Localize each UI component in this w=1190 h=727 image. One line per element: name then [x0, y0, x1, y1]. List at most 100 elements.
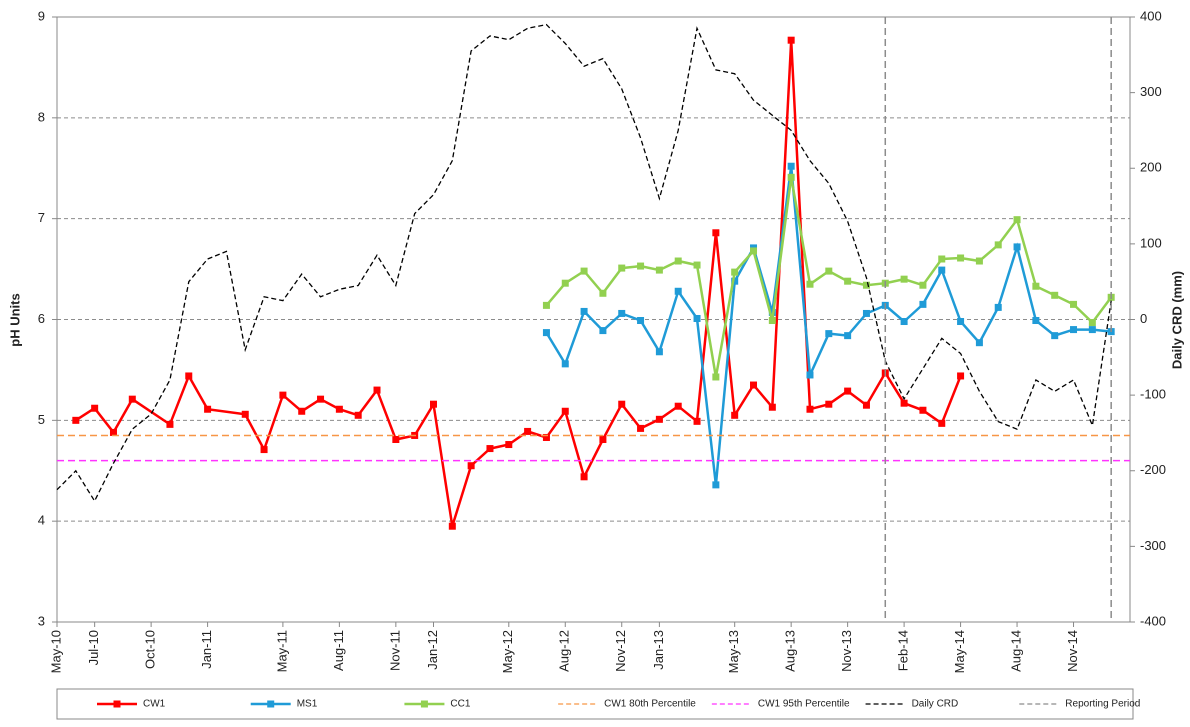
legend-marker: [420, 700, 428, 708]
data-point: [561, 279, 569, 287]
y-tick-label: 6: [38, 311, 45, 326]
legend: CW1 MS1 CC1 CW1 80th Percentile CW1 95th Per…: [97, 699, 1140, 710]
x-tick-label: Jan-11: [199, 630, 214, 669]
data-point: [260, 446, 268, 454]
x-tick-label: Feb-14: [896, 630, 911, 671]
legend-label: MS1: [297, 699, 318, 710]
y2-tick-label: 300: [1140, 84, 1162, 99]
data-point: [637, 262, 645, 270]
data-point: [975, 257, 983, 265]
data-point: [957, 318, 965, 326]
data-point: [542, 433, 550, 441]
x-tick-label: May-13: [726, 630, 741, 673]
data-point: [204, 405, 212, 413]
data-point: [787, 173, 795, 181]
data-point: [844, 277, 852, 285]
data-point: [862, 281, 870, 289]
data-point: [919, 300, 927, 308]
data-point: [524, 427, 532, 435]
data-point: [655, 266, 663, 274]
data-point: [580, 307, 588, 315]
data-point: [938, 419, 946, 427]
data-point: [768, 317, 776, 325]
series-line: [56, 23, 1112, 503]
data-point: [298, 407, 306, 415]
data-point: [900, 399, 908, 407]
data-point: [750, 381, 758, 389]
data-point: [279, 391, 287, 399]
legend-label: CW1: [143, 699, 166, 710]
data-point: [580, 267, 588, 275]
y2-tick-label: 200: [1140, 160, 1162, 175]
data-point: [185, 372, 193, 380]
data-point: [335, 405, 343, 413]
data-point: [1013, 243, 1021, 251]
x-tick-label: Aug-14: [1008, 630, 1023, 672]
data-point: [674, 402, 682, 410]
data-point: [844, 332, 852, 340]
y2-tick-label: 0: [1140, 311, 1147, 326]
data-point: [128, 395, 136, 403]
data-point: [1088, 326, 1096, 334]
data-point: [637, 424, 645, 432]
data-point: [750, 247, 758, 255]
y-tick-label: 5: [38, 412, 45, 427]
data-point: [561, 407, 569, 415]
x-tick-label: May-14: [952, 630, 967, 673]
x-tick-label: Aug-13: [783, 630, 798, 672]
x-tick-label: Nov-13: [839, 630, 854, 672]
data-point: [975, 339, 983, 347]
data-point: [806, 371, 814, 379]
data-point: [354, 411, 362, 419]
series-line: [545, 166, 1112, 486]
data-point: [787, 162, 795, 170]
y-tick-label: 4: [38, 513, 45, 528]
data-point: [72, 416, 80, 424]
x-tick-label: May-11: [274, 630, 289, 672]
data-point: [1032, 282, 1040, 290]
data-point: [919, 406, 927, 414]
data-point: [618, 400, 626, 408]
data-point: [241, 410, 249, 418]
data-point: [618, 264, 626, 272]
data-point: [674, 257, 682, 265]
data-point: [674, 287, 682, 295]
x-tick-label: Nov-12: [613, 630, 628, 672]
data-point: [655, 348, 663, 356]
y2-axis-title: Daily CRD (mm): [1169, 271, 1184, 369]
data-point: [655, 415, 663, 423]
data-point: [1088, 319, 1096, 327]
x-tick-label: Nov-14: [1065, 630, 1080, 672]
y-tick-label: 3: [38, 613, 45, 628]
data-point: [392, 435, 400, 443]
legend-label: Reporting Period: [1065, 699, 1140, 710]
data-point: [580, 473, 588, 481]
data-point: [957, 254, 965, 262]
data-point: [806, 405, 814, 413]
data-point: [486, 445, 494, 453]
series-line: [75, 40, 962, 527]
data-point: [599, 327, 607, 335]
y2-tick-label: -400: [1140, 613, 1166, 628]
data-point: [862, 401, 870, 409]
x-tick-label: May-10: [48, 630, 63, 673]
data-point: [731, 277, 739, 285]
x-tick-label: Oct-10: [143, 630, 158, 669]
legend-marker: [113, 700, 121, 708]
x-tick-label: May-12: [500, 630, 515, 673]
data-point: [693, 261, 701, 269]
data-point: [938, 255, 946, 263]
data-point: [712, 373, 720, 381]
data-point: [429, 400, 437, 408]
data-point: [1051, 291, 1059, 299]
data-point: [900, 275, 908, 283]
data-point: [806, 280, 814, 288]
legend-label: CW1 95th Percentile: [758, 699, 850, 710]
data-point: [768, 403, 776, 411]
data-point: [637, 317, 645, 325]
data-point: [731, 411, 739, 419]
plot-border: [56, 16, 1131, 623]
y2-tick-label: -300: [1140, 538, 1166, 553]
x-tick-label: Aug-11: [331, 630, 346, 671]
